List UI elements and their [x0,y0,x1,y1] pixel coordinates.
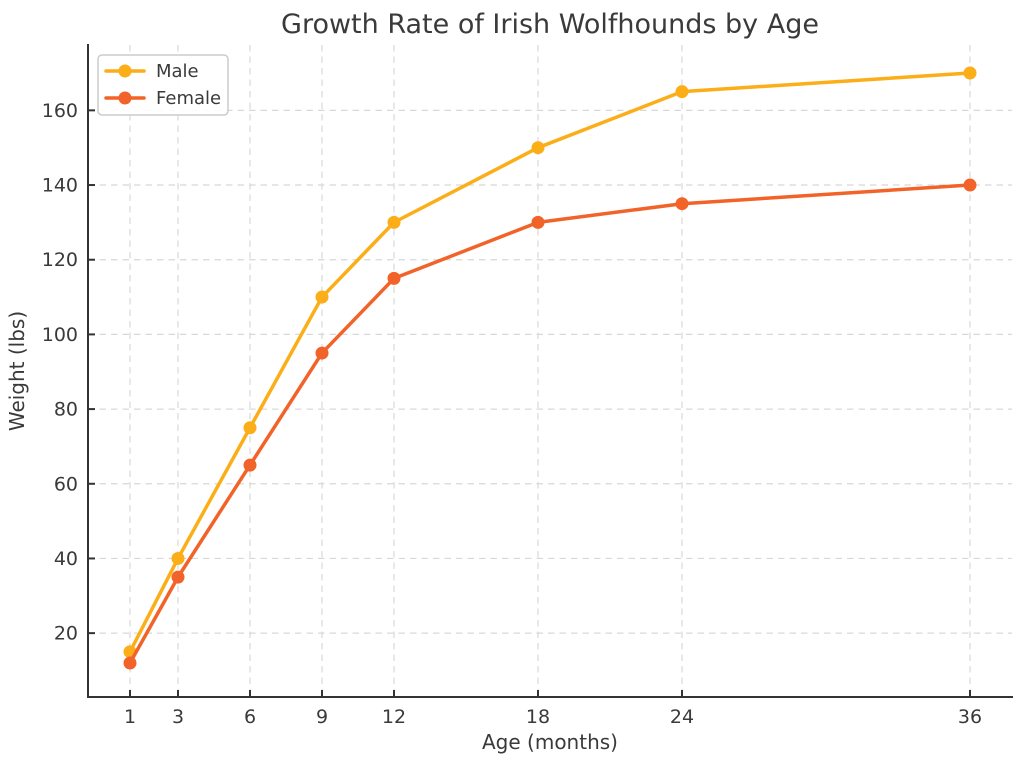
male-marker [315,290,329,304]
male-marker [963,66,977,80]
female-line [128,183,972,665]
series [123,66,977,670]
x-tick-label: 36 [958,706,982,728]
y-tick-label: 100 [42,324,78,346]
y-tick-label: 80 [54,399,78,421]
x-tick-label: 12 [382,706,406,728]
male-marker [531,141,545,155]
x-axis-label: Age (months) [482,730,618,754]
x-tick-label: 24 [670,706,694,728]
legend-marker [118,64,132,78]
female-marker [387,271,401,285]
female-markers [123,178,977,670]
y-tick-label: 20 [54,623,78,645]
male-marker [171,551,185,565]
y-tick-label: 40 [54,548,78,570]
x-tick-label: 1 [124,706,136,728]
male-marker [675,85,689,99]
female-marker [243,458,257,472]
legend-label: Female [156,88,221,109]
male-marker [243,421,257,435]
legend-item-male: Male [104,61,199,82]
female-marker [963,178,977,192]
legend-label: Male [156,61,199,82]
y-axis-label: Weight (lbs) [5,311,29,431]
male-marker [387,215,401,229]
male-line [128,71,972,654]
female-marker [531,215,545,229]
female-marker [123,656,137,670]
legend-marker [118,91,132,105]
male-markers [123,66,977,659]
x-tick-label: 18 [526,706,550,728]
y-tick-label: 120 [42,249,78,271]
x-tick-label: 6 [244,706,256,728]
female-marker [315,346,329,360]
female-marker [171,570,185,584]
legend-item-female: Female [104,88,221,109]
y-tick-label: 60 [54,473,78,495]
x-tick-label: 3 [172,706,184,728]
y-tick-label: 160 [42,100,78,122]
female-marker [675,197,689,211]
legend: Male Female [97,54,229,116]
gridlines [88,45,1012,697]
chart-title: Growth Rate of Irish Wolfhounds by Age [281,9,819,40]
x-tick-label: 9 [316,706,328,728]
y-tick-label: 140 [42,175,78,197]
